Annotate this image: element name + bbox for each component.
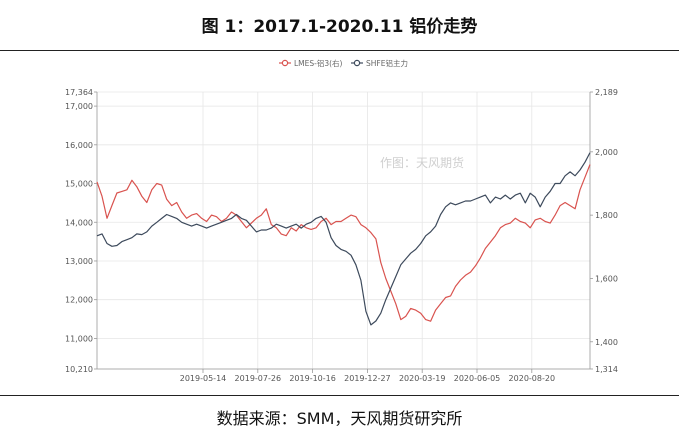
x-axis-tick-label: 2020-06-05 bbox=[454, 374, 501, 382]
lme-aluminum-line bbox=[96, 164, 591, 322]
legend-shfe-marker bbox=[353, 59, 361, 67]
legend-shfe-label[interactable]: SHFE铝主力 bbox=[366, 58, 408, 68]
x-axis-tick-label: 2019-05-14 bbox=[180, 374, 227, 382]
left-axis-tick-label: 13,000 bbox=[65, 257, 93, 266]
right-axis-tick-label: 1,800 bbox=[595, 211, 618, 220]
axes: 10,210 11,000 12,000 13,000 14,000 15,000 16,0… bbox=[65, 88, 618, 382]
series bbox=[96, 152, 591, 326]
left-axis-tick-label: 14,000 bbox=[65, 218, 93, 227]
right-axis-tick-label: 1,600 bbox=[595, 274, 618, 283]
right-axis-tick-label: 1,400 bbox=[595, 338, 618, 347]
right-axis-tick-label: 1,314 bbox=[595, 365, 618, 374]
x-axis-tick-label: 2019-07-26 bbox=[235, 374, 282, 382]
left-axis-tick-label: 12,000 bbox=[65, 296, 93, 305]
watermark: 作图：天风期货 bbox=[380, 155, 464, 170]
left-axis-tick-label: 17,364 bbox=[65, 88, 93, 97]
x-axis-tick-label: 2019-10-16 bbox=[289, 374, 336, 382]
figure-title: 图 1：2017.1-2020.11 铝价走势 bbox=[201, 17, 478, 37]
left-axis-tick-label: 10,210 bbox=[65, 365, 93, 374]
x-axis-tick-label: 2019-12-27 bbox=[344, 374, 391, 382]
left-axis-tick-label: 17,000 bbox=[65, 102, 93, 111]
left-axis-tick-label: 15,000 bbox=[65, 180, 93, 189]
top-divider bbox=[0, 50, 679, 51]
x-axis-tick-label: 2020-03-19 bbox=[399, 374, 446, 382]
source-note: 数据来源：SMM，天风期货研究所 bbox=[216, 409, 463, 428]
shfe-aluminum-line bbox=[96, 152, 591, 326]
right-axis-tick-label: 2,189 bbox=[595, 88, 618, 97]
x-axis-tick-label: 2020-08-20 bbox=[509, 374, 556, 382]
legend-lme-label[interactable]: LMES-铝3(右) bbox=[294, 58, 343, 68]
legend: LMES-铝3(右) SHFE铝主力 bbox=[279, 58, 408, 68]
left-axis-tick-label: 11,000 bbox=[65, 334, 93, 343]
bottom-divider bbox=[0, 395, 679, 396]
right-axis-tick-label: 2,000 bbox=[595, 148, 618, 157]
grid bbox=[97, 91, 590, 370]
legend-lme-marker bbox=[281, 59, 289, 67]
left-axis-tick-label: 16,000 bbox=[65, 141, 93, 150]
aluminum-price-chart: LMES-铝3(右) SHFE铝主力 10,210 11,000 12,000 13,… bbox=[65, 58, 618, 382]
